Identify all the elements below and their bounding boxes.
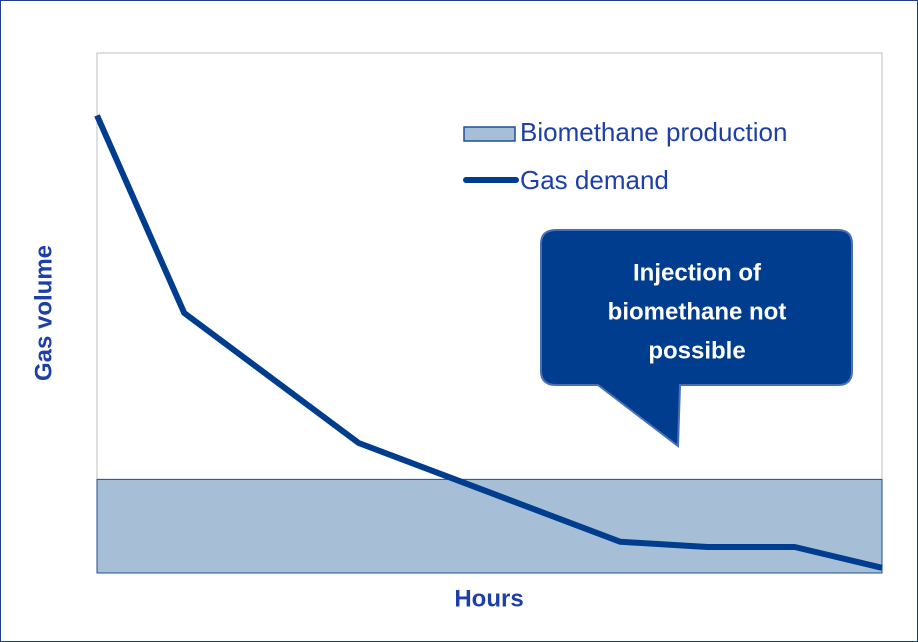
annotation-line: possible — [648, 337, 745, 364]
legend-label: Biomethane production — [520, 117, 787, 147]
annotation-line: Injection of — [633, 259, 762, 286]
line — [94, 114, 883, 571]
x-axis-label: Hours — [454, 585, 523, 612]
legend-swatch — [463, 126, 516, 142]
area — [96, 478, 883, 574]
annotation-line: biomethane not — [608, 298, 787, 325]
y-axis-label: Gas volume — [30, 245, 57, 381]
legend-label: Gas demand — [520, 165, 669, 195]
callout — [540, 229, 853, 448]
